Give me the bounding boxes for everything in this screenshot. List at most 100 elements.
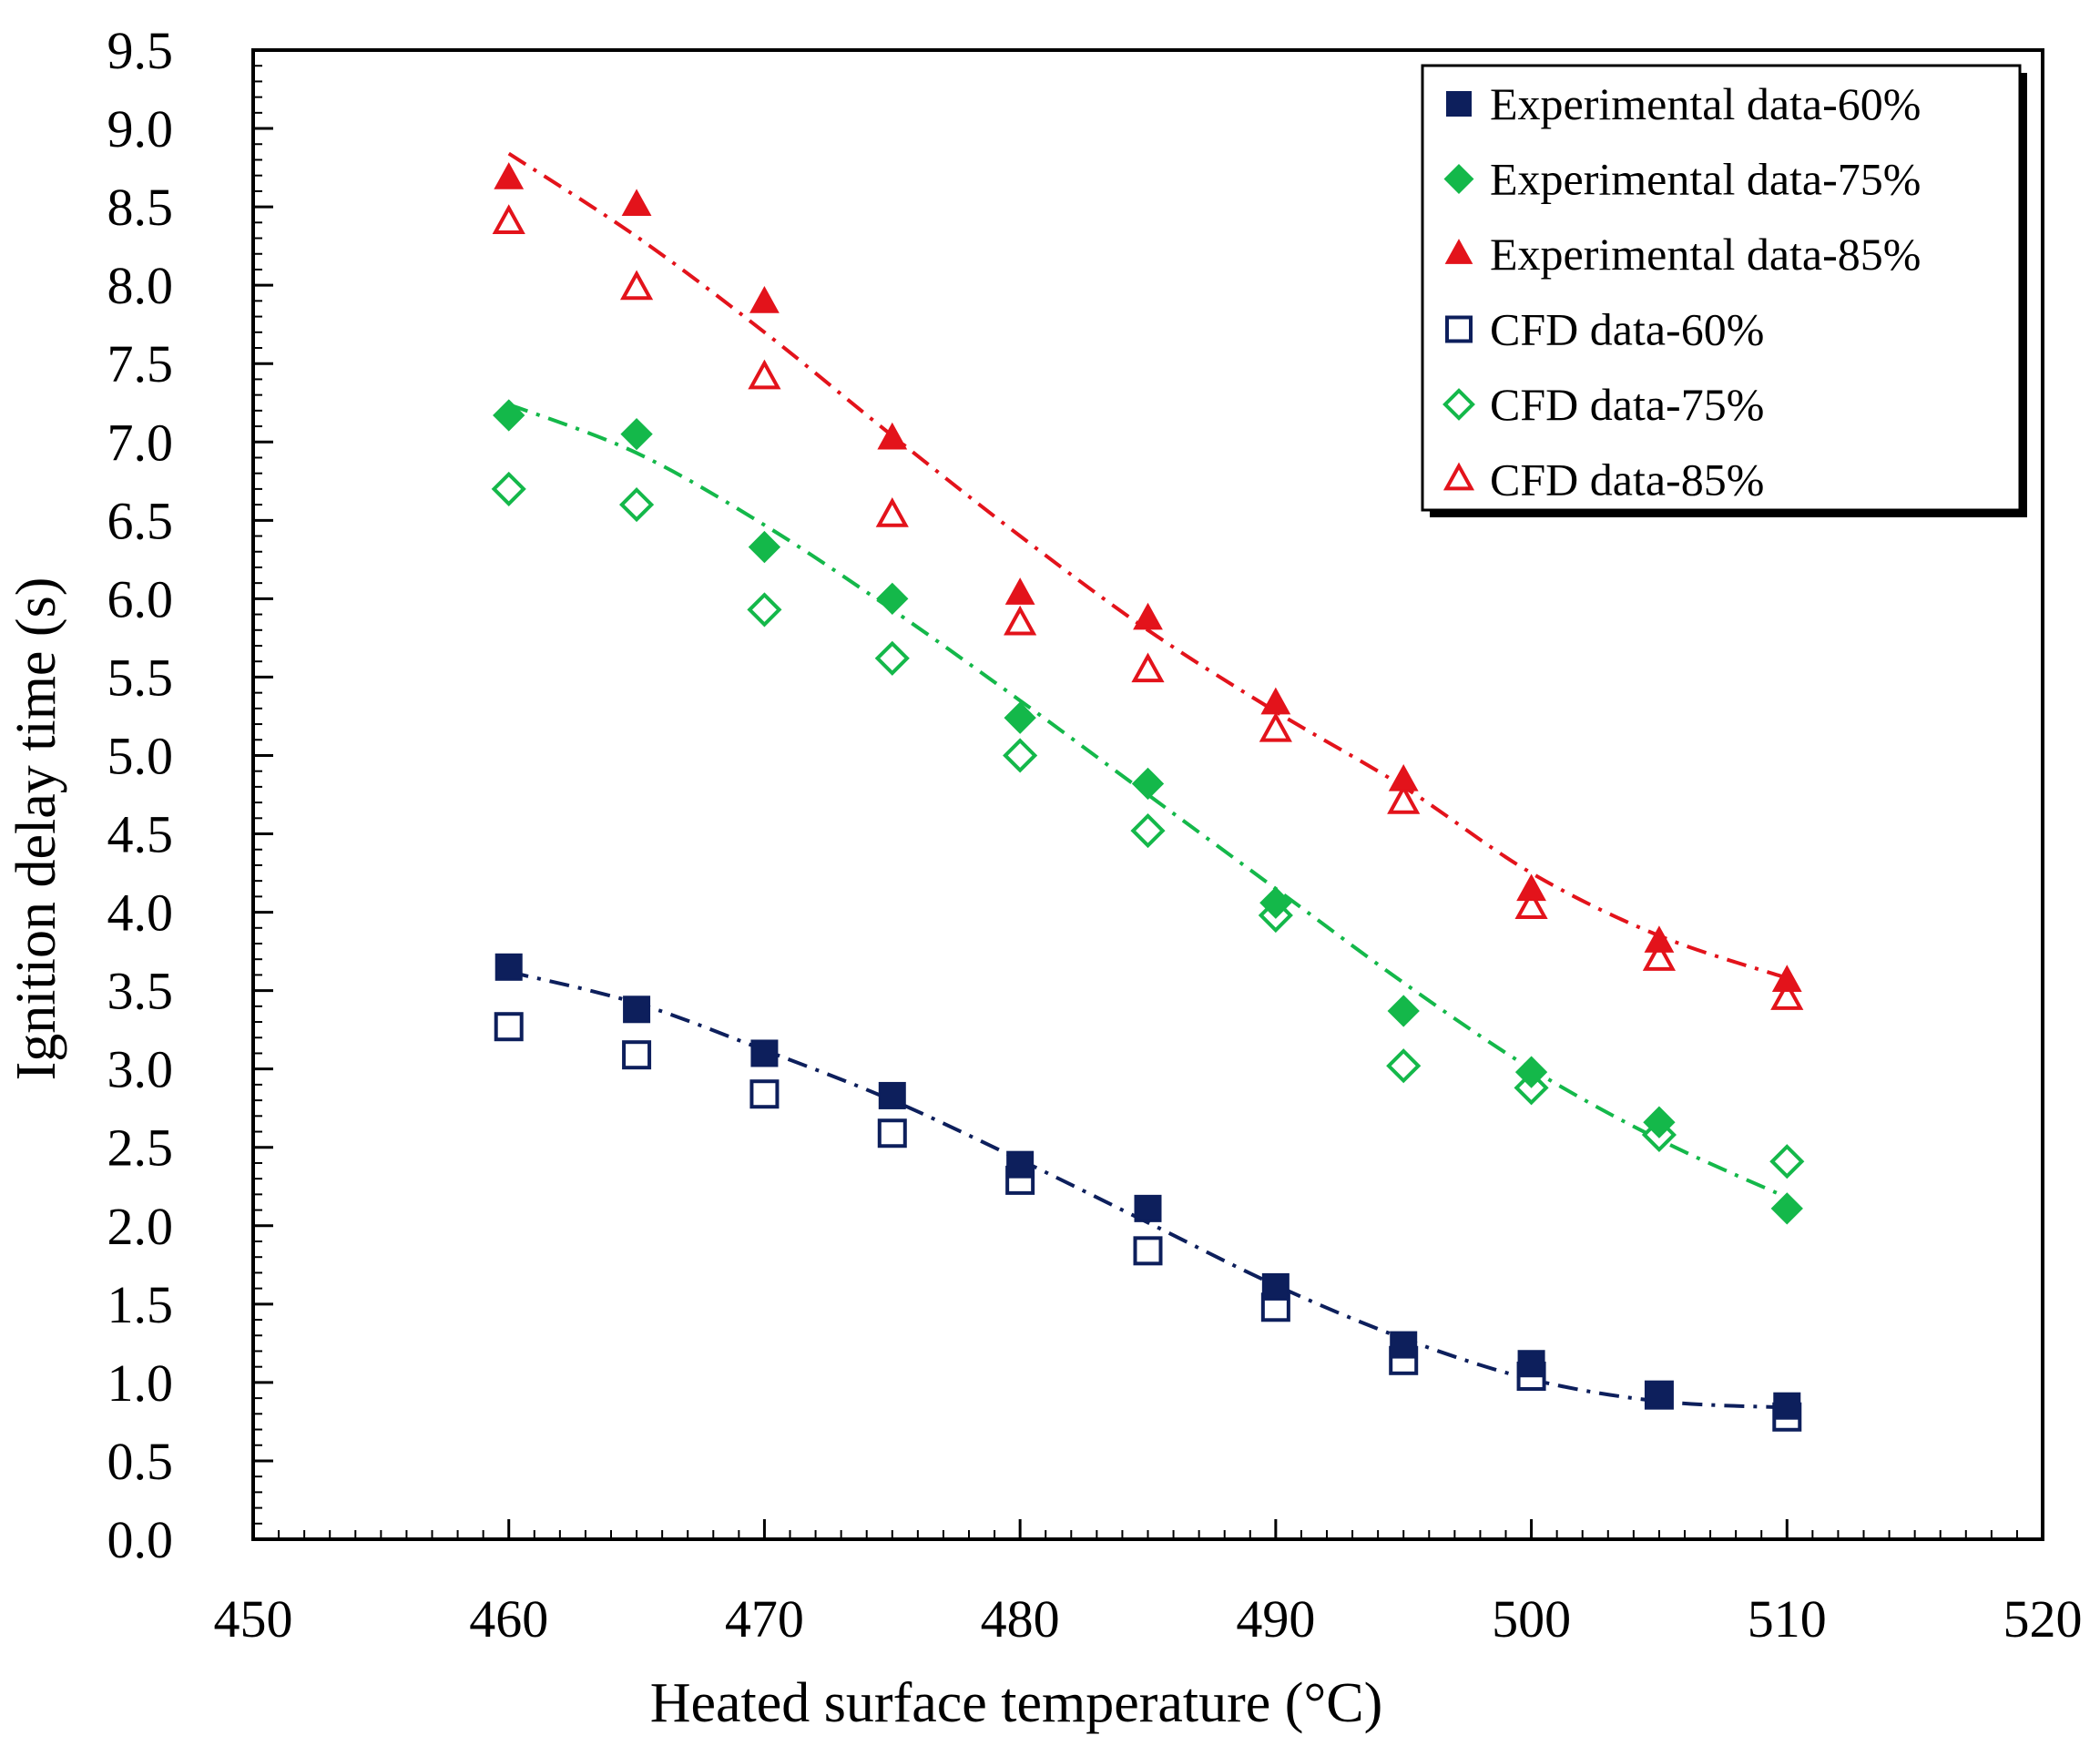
trendline: [507, 151, 1788, 980]
data-point: [1771, 965, 1802, 992]
legend-label: Experimental data-60%: [1490, 78, 1921, 129]
data-point: [494, 162, 525, 189]
y-tick-label: 6.0: [107, 569, 174, 628]
legend-label: Experimental data-75%: [1490, 154, 1921, 205]
data-point: [1388, 763, 1419, 791]
x-tick-label: 490: [1236, 1589, 1315, 1649]
data-point: [1514, 1056, 1548, 1088]
legend-marker: [1442, 462, 1475, 491]
y-tick-label: 1.0: [107, 1353, 174, 1413]
legend-box: [1421, 64, 2022, 512]
data-point: [619, 270, 654, 301]
y-tick-label: 0.0: [107, 1510, 174, 1569]
data-point: [1644, 925, 1675, 953]
data-point: [494, 953, 523, 981]
data-point: [623, 995, 651, 1024]
legend-marker: [1442, 388, 1475, 421]
data-point: [619, 487, 655, 523]
trendline: [508, 970, 1788, 1410]
legend-label: Experimental data-85%: [1490, 229, 1921, 280]
data-point: [747, 592, 782, 628]
y-tick-label: 5.0: [107, 726, 174, 785]
y-tick-label: 8.5: [107, 178, 174, 237]
x-tick-label: 450: [214, 1589, 293, 1649]
data-point: [876, 582, 909, 616]
data-point: [748, 530, 781, 564]
y-tick-label: 7.0: [107, 413, 174, 472]
x-tick-label: 480: [981, 1589, 1060, 1649]
y-tick-label: 9.5: [107, 21, 174, 80]
data-point: [875, 497, 909, 527]
data-point: [877, 1118, 907, 1149]
data-point: [1387, 995, 1420, 1027]
data-point: [1517, 1350, 1545, 1378]
data-point: [1133, 602, 1163, 630]
data-markers: [491, 162, 1805, 1432]
data-point: [1516, 873, 1546, 902]
data-point: [1260, 687, 1291, 715]
y-tick-label: 9.0: [107, 99, 174, 158]
data-point: [1131, 767, 1165, 801]
axes: [251, 48, 2044, 1541]
data-point: [1390, 1331, 1418, 1359]
y-tick-label: 7.5: [107, 334, 174, 393]
data-point: [874, 640, 910, 676]
data-point: [1387, 784, 1421, 814]
x-tick-label: 500: [1492, 1589, 1571, 1649]
data-point: [494, 1012, 524, 1042]
y-tick-label: 2.0: [107, 1197, 174, 1256]
data-point: [749, 1079, 780, 1109]
data-point: [1003, 738, 1038, 773]
data-point: [1130, 813, 1166, 849]
data-point: [1643, 1106, 1676, 1138]
x-tick-label: 460: [469, 1589, 548, 1649]
data-point: [750, 1039, 779, 1067]
y-tick-label: 8.0: [107, 256, 174, 315]
y-axis-title: Ignition delay time (s): [5, 577, 67, 1081]
x-tick-label: 520: [2003, 1589, 2083, 1649]
data-point: [878, 1081, 906, 1109]
y-tick-label: 4.0: [107, 883, 174, 943]
trendlines: [507, 151, 1789, 1410]
data-point: [1645, 1381, 1673, 1409]
data-point: [1004, 701, 1036, 734]
data-point: [1133, 1236, 1163, 1266]
data-point: [622, 1040, 652, 1070]
y-tick-label: 0.5: [107, 1432, 174, 1491]
y-tick-label: 3.0: [107, 1040, 174, 1099]
x-tick-label: 470: [725, 1589, 804, 1649]
data-point: [1259, 711, 1292, 742]
legend-label: CFD data-60%: [1490, 304, 1764, 355]
legend-marker: [1446, 91, 1472, 117]
legend-label: CFD data-85%: [1490, 454, 1764, 505]
y-tick-label: 2.5: [107, 1118, 174, 1178]
y-tick-label: 1.5: [107, 1275, 174, 1334]
legend-label: CFD data-75%: [1490, 379, 1764, 430]
data-point: [1131, 652, 1165, 683]
data-point: [1770, 1192, 1803, 1225]
data-point: [749, 286, 780, 313]
data-point: [1386, 1048, 1422, 1084]
y-tick-label: 3.5: [107, 962, 174, 1021]
trendline: [508, 403, 1789, 1200]
legend-marker: [1444, 239, 1473, 264]
data-point: [491, 471, 526, 506]
legend-marker: [1445, 315, 1473, 343]
data-point: [1006, 1150, 1035, 1179]
data-point: [1773, 1392, 1801, 1420]
x-tick-label: 510: [1748, 1589, 1827, 1649]
data-point: [1769, 1144, 1805, 1179]
data-point: [1134, 1194, 1162, 1222]
data-point: [493, 399, 525, 432]
data-point: [492, 204, 525, 234]
data-point: [1642, 941, 1677, 971]
data-point: [1770, 980, 1804, 1010]
data-point: [621, 189, 652, 217]
legend-marker: [1443, 164, 1474, 194]
data-point: [1004, 577, 1035, 605]
tick-labels: 0.0 0.5 1.0 1.5 2.0 2.5 3.0 3.5 4.0 4.5 5.0 5.5 6.0 6…: [107, 21, 2083, 1649]
data-point: [1261, 1272, 1290, 1301]
data-point: [1004, 605, 1037, 636]
data-point: [620, 418, 653, 451]
